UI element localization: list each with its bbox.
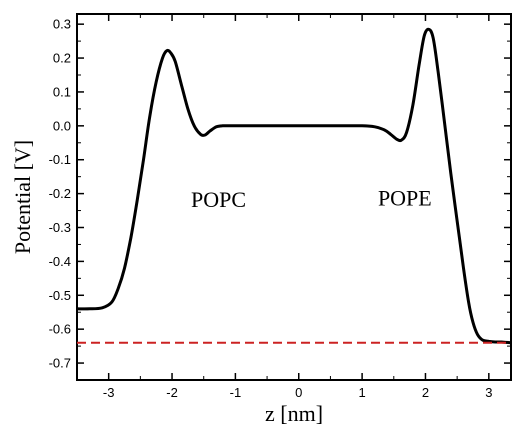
- y-tick-label: 0.1: [53, 84, 71, 99]
- series-layer: [76, 27, 512, 345]
- annotation-label: POPE: [378, 185, 432, 210]
- x-tick-label: 2: [422, 385, 429, 400]
- y-tick-label: -0.3: [49, 220, 71, 235]
- y-tick-label: 0.0: [53, 118, 71, 133]
- annotation-layer: POPC POPE: [191, 185, 432, 212]
- axis-ticks: [76, 14, 511, 381]
- plot-area-frame: [76, 13, 512, 381]
- x-tick-label: -1: [230, 385, 242, 400]
- potential-profile-line: [76, 27, 512, 345]
- x-tick-label: 3: [485, 385, 492, 400]
- y-tick-label: 0.3: [53, 17, 71, 32]
- x-tick-label: 0: [295, 385, 302, 400]
- y-tick-label: -0.1: [49, 152, 71, 167]
- y-axis-title: Potential [V]: [10, 140, 35, 254]
- y-tick-label: -0.6: [49, 322, 71, 337]
- y-tick-label: -0.7: [49, 356, 71, 371]
- y-tick-label: 0.2: [53, 51, 71, 66]
- axis-tick-labels: -3 -2 -1 0 1 2 3 0.3 0.2 0.1 0.0 -0.1 -0.2 -0.3 -0.4 -0…: [49, 17, 493, 400]
- x-tick-label: -2: [166, 385, 178, 400]
- annotation-label: POPC: [191, 187, 246, 212]
- y-tick-label: -0.2: [49, 186, 71, 201]
- x-tick-label: -3: [103, 385, 115, 400]
- y-tick-label: -0.4: [49, 254, 71, 269]
- x-axis-title: z [nm]: [265, 401, 323, 426]
- x-tick-label: 1: [358, 385, 365, 400]
- y-tick-label: -0.5: [49, 288, 71, 303]
